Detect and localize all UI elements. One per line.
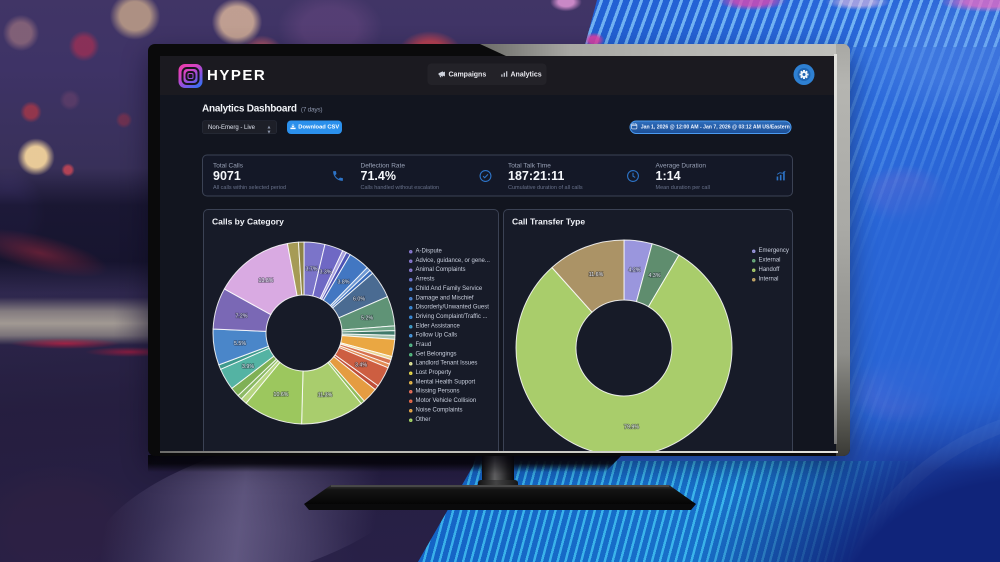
svg-text:10.6%: 10.6%: [274, 392, 289, 398]
svg-text:3.8%: 3.8%: [338, 280, 350, 286]
svg-text:7.2%: 7.2%: [236, 314, 248, 320]
svg-text:5.2%: 5.2%: [361, 316, 373, 322]
svg-text:4.3%: 4.3%: [649, 273, 661, 279]
svg-text:3.3%: 3.3%: [320, 270, 332, 276]
svg-text:79.9%: 79.9%: [624, 425, 639, 431]
svg-text:3.4%: 3.4%: [355, 363, 367, 369]
svg-text:3.9%: 3.9%: [242, 364, 254, 370]
svg-text:4.2%: 4.2%: [629, 268, 641, 274]
svg-text:5.5%: 5.5%: [234, 341, 246, 347]
svg-text:11.6%: 11.6%: [589, 272, 604, 278]
svg-text:13.8%: 13.8%: [259, 278, 274, 284]
svg-text:3.7%: 3.7%: [306, 267, 318, 273]
svg-text:11.3%: 11.3%: [318, 393, 333, 399]
svg-text:6.0%: 6.0%: [353, 297, 365, 303]
